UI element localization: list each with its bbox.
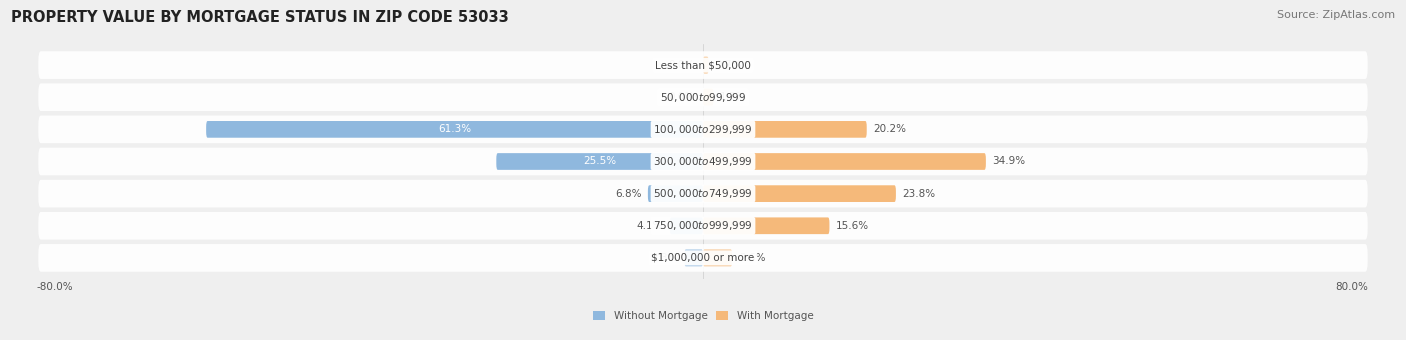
- FancyBboxPatch shape: [703, 89, 713, 106]
- Text: 0.0%: 0.0%: [669, 60, 695, 70]
- Text: 25.5%: 25.5%: [583, 156, 616, 167]
- FancyBboxPatch shape: [496, 153, 703, 170]
- FancyBboxPatch shape: [38, 83, 1368, 111]
- FancyBboxPatch shape: [703, 185, 896, 202]
- Text: $750,000 to $999,999: $750,000 to $999,999: [654, 219, 752, 232]
- Text: $500,000 to $749,999: $500,000 to $749,999: [654, 187, 752, 200]
- Text: Less than $50,000: Less than $50,000: [655, 60, 751, 70]
- FancyBboxPatch shape: [38, 148, 1368, 175]
- Text: $300,000 to $499,999: $300,000 to $499,999: [654, 155, 752, 168]
- Text: 2.3%: 2.3%: [651, 253, 678, 263]
- Text: 0.7%: 0.7%: [716, 60, 741, 70]
- Text: 34.9%: 34.9%: [993, 156, 1025, 167]
- FancyBboxPatch shape: [38, 180, 1368, 207]
- Text: $50,000 to $99,999: $50,000 to $99,999: [659, 91, 747, 104]
- Text: $1,000,000 or more: $1,000,000 or more: [651, 253, 755, 263]
- FancyBboxPatch shape: [38, 244, 1368, 272]
- Text: 6.8%: 6.8%: [614, 189, 641, 199]
- FancyBboxPatch shape: [38, 212, 1368, 240]
- Text: 20.2%: 20.2%: [873, 124, 907, 134]
- FancyBboxPatch shape: [685, 250, 703, 266]
- Text: 15.6%: 15.6%: [837, 221, 869, 231]
- FancyBboxPatch shape: [648, 185, 703, 202]
- FancyBboxPatch shape: [703, 217, 830, 234]
- Text: 4.1%: 4.1%: [637, 221, 664, 231]
- Text: PROPERTY VALUE BY MORTGAGE STATUS IN ZIP CODE 53033: PROPERTY VALUE BY MORTGAGE STATUS IN ZIP…: [11, 10, 509, 25]
- FancyBboxPatch shape: [38, 116, 1368, 143]
- Text: 23.8%: 23.8%: [903, 189, 935, 199]
- Text: Source: ZipAtlas.com: Source: ZipAtlas.com: [1277, 10, 1395, 20]
- FancyBboxPatch shape: [703, 250, 733, 266]
- Legend: Without Mortgage, With Mortgage: Without Mortgage, With Mortgage: [589, 307, 817, 325]
- FancyBboxPatch shape: [38, 51, 1368, 79]
- Text: 3.6%: 3.6%: [738, 253, 765, 263]
- FancyBboxPatch shape: [669, 217, 703, 234]
- Text: 61.3%: 61.3%: [439, 124, 471, 134]
- FancyBboxPatch shape: [703, 121, 866, 138]
- FancyBboxPatch shape: [703, 57, 709, 73]
- Text: 1.3%: 1.3%: [720, 92, 747, 102]
- Text: $100,000 to $299,999: $100,000 to $299,999: [654, 123, 752, 136]
- FancyBboxPatch shape: [703, 153, 986, 170]
- Text: 0.0%: 0.0%: [669, 92, 695, 102]
- FancyBboxPatch shape: [207, 121, 703, 138]
